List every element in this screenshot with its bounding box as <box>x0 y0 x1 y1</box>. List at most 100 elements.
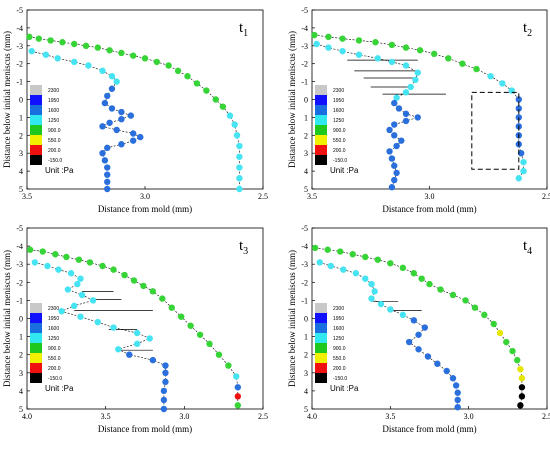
data-point-inner <box>398 137 405 144</box>
y-tick-label: -4 <box>16 242 23 251</box>
x-tick-label: 2.5 <box>542 192 550 201</box>
legend-label: 2300 <box>333 306 344 312</box>
y-tick-label: 5 <box>304 185 308 194</box>
data-point-inner <box>71 58 78 66</box>
data-point-inner <box>127 112 135 119</box>
data-point-inner <box>149 356 157 364</box>
data-point-inner <box>434 360 441 367</box>
panel-label: t4 <box>523 238 532 257</box>
y-axis-title: Distance below initial meniscus (mm) <box>287 250 297 387</box>
data-point-inner <box>414 69 421 76</box>
data-point-outer <box>487 73 494 80</box>
data-point-outer <box>234 393 242 400</box>
legend-swatch <box>30 125 42 135</box>
data-point-inner <box>391 132 398 139</box>
y-tick-label: -2 <box>301 60 308 69</box>
data-point-outer <box>339 35 346 42</box>
y-tick-label: 1 <box>304 333 308 342</box>
data-point-outer <box>374 256 381 263</box>
data-point-inner <box>104 92 111 100</box>
data-point-outer <box>141 55 149 62</box>
legend-label: 1600 <box>333 326 344 332</box>
data-point-inner <box>104 185 111 193</box>
legend-swatch <box>315 323 327 333</box>
legend-swatch <box>30 105 42 115</box>
y-tick-label: 5 <box>19 185 23 194</box>
series-line-outer <box>314 34 524 179</box>
legend-unit: Unit :Pa <box>45 384 74 393</box>
y-tick-label: -5 <box>16 224 23 233</box>
data-point-outer <box>459 60 466 67</box>
data-point-outer <box>226 112 234 119</box>
data-point-outer <box>509 347 516 355</box>
legend-swatch <box>30 313 42 323</box>
legend-label: 2300 <box>48 306 59 312</box>
data-point-inner <box>101 157 109 164</box>
data-point-inner <box>77 275 84 282</box>
data-point-outer <box>324 246 331 253</box>
legend-swatch <box>30 363 42 373</box>
data-point-inner <box>85 62 92 69</box>
data-point-inner <box>452 382 460 389</box>
data-point-inner <box>402 110 410 118</box>
data-point-inner <box>443 367 450 375</box>
legend-swatch <box>315 115 327 125</box>
legend-label: -150.0 <box>48 376 62 382</box>
data-point-inner <box>352 270 360 277</box>
y-tick-label: 5 <box>19 405 23 414</box>
legend-label: 900.0 <box>48 128 61 134</box>
panel-label: t3 <box>239 238 248 257</box>
chart-panel-4: -5 -4 -3 -2 -1 0 1 2 3 4 54.0 3.5 3.0 2.5 Distance fro… <box>287 224 550 434</box>
plot-frame <box>311 227 548 410</box>
data-point-outer <box>399 264 407 272</box>
data-point-outer <box>416 47 424 54</box>
data-point-inner <box>104 171 111 178</box>
legend-swatch <box>30 323 42 333</box>
data-point-inner <box>371 288 378 295</box>
data-point-outer <box>426 280 433 288</box>
legend-swatch <box>315 353 327 363</box>
y-axis-title: Distance below initial meniscus (mm) <box>287 31 297 168</box>
data-point-outer <box>402 44 410 51</box>
y-tick-label: -1 <box>301 78 308 87</box>
legend-label: 550.0 <box>48 138 61 144</box>
data-point-inner <box>386 148 393 155</box>
data-point-inner <box>449 375 457 382</box>
legend-label: 1950 <box>333 316 344 322</box>
data-point-inner <box>89 297 97 304</box>
y-tick-label: -4 <box>16 24 23 33</box>
data-point-outer <box>514 356 521 364</box>
data-point-inner <box>340 266 347 273</box>
data-point-inner <box>421 324 428 331</box>
x-axis-title: Distance from mold (mm) <box>98 204 192 214</box>
y-tick-label: 5 <box>304 405 308 414</box>
legend-label: 200.0 <box>48 366 61 372</box>
data-point-outer <box>215 351 223 358</box>
x-tick-label: 2.5 <box>258 412 268 421</box>
legend: 2300 1950 1600 1250 900.0 550.0 200.0 -150.0 Uni… <box>315 85 359 175</box>
legend: 2300 1950 1600 1250 900.0 550.0 200.0 -150.0 Uni… <box>315 303 359 393</box>
x-tick-label: 3.0 <box>140 192 150 201</box>
data-point-outer <box>71 40 78 48</box>
data-point-outer <box>236 185 243 193</box>
data-point-inner <box>42 51 50 58</box>
x-tick-label: 3.0 <box>179 412 189 421</box>
data-point-outer <box>121 271 128 279</box>
legend-swatch <box>315 155 327 165</box>
y-tick-label: -4 <box>301 24 308 33</box>
x-axis-title: Distance from mold (mm) <box>382 204 476 214</box>
data-point-inner <box>162 378 169 386</box>
data-point-inner <box>44 262 51 270</box>
data-point-outer <box>481 311 488 319</box>
legend-swatch <box>315 105 327 115</box>
legend-swatch <box>315 303 327 313</box>
data-point-outer <box>234 384 242 391</box>
data-point-inner <box>78 291 86 299</box>
legend-label: 900.0 <box>333 346 346 352</box>
y-tick-label: 3 <box>19 369 23 378</box>
data-point-inner <box>424 353 432 360</box>
data-point-outer <box>499 80 506 87</box>
y-tick-label: 2 <box>19 131 23 140</box>
data-point-outer <box>35 35 42 42</box>
data-point-inner <box>113 78 120 85</box>
